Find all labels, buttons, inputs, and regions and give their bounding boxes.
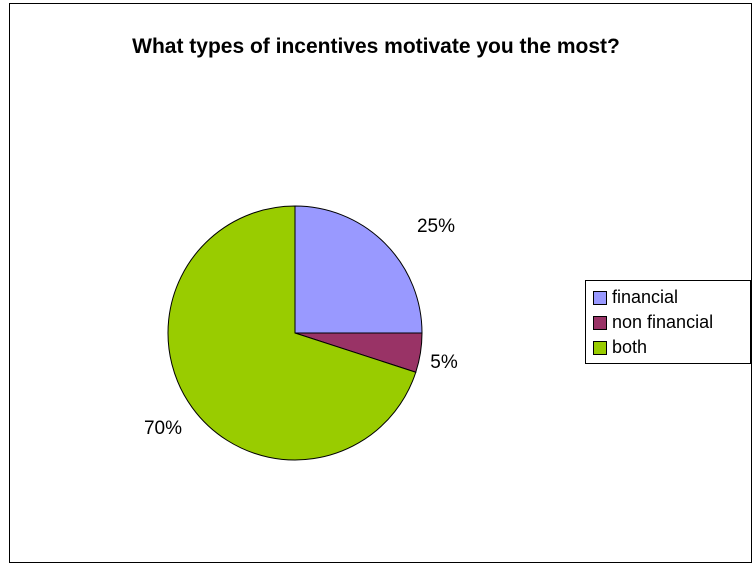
data-label-financial: 25% [417, 216, 455, 237]
pie-slice-both [167, 205, 417, 461]
legend-item-both: both [593, 335, 750, 360]
pie-slice-financial [294, 205, 423, 334]
legend-label-non-financial: non financial [612, 312, 714, 332]
legend-swatch-financial [593, 290, 607, 305]
pie-chart: 25% 5% 70% [144, 205, 458, 461]
legend-label-both: both [612, 337, 648, 357]
legend-label-financial: financial [612, 287, 679, 307]
legend-item-financial: financial [593, 285, 750, 310]
legend-swatch-non-financial [593, 315, 607, 330]
data-label-non-financial: 5% [430, 352, 458, 373]
legend-swatch-both [593, 340, 607, 355]
chart-title: What types of incentives motivate you th… [132, 35, 620, 58]
legend-item-non-financial: non financial [593, 310, 750, 335]
data-label-both: 70% [144, 418, 182, 439]
legend: financial non financial both [585, 280, 751, 364]
